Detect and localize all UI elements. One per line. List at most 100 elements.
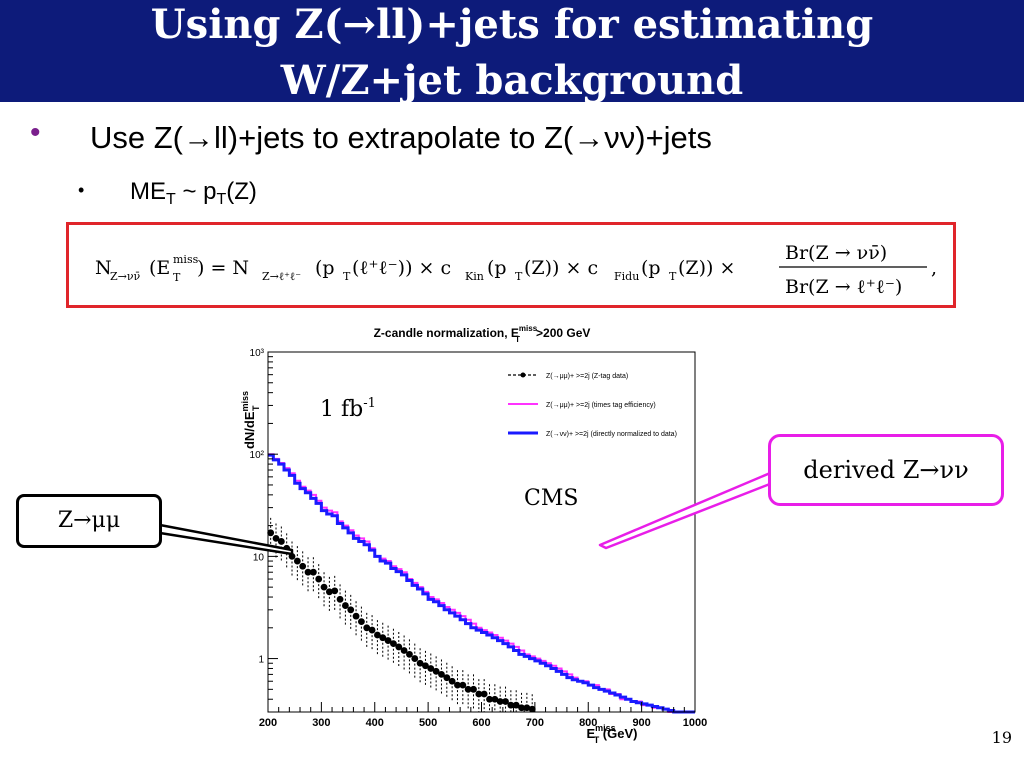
formula-lhs-arg-sub: T	[173, 271, 181, 284]
x-tick-label: 500	[419, 717, 437, 729]
plot-area-bg	[268, 352, 695, 712]
data-point	[416, 659, 424, 667]
bullet-sub-text: MET ~ pT(Z)	[130, 178, 257, 209]
y-axis-label: dN/dEmissT	[240, 391, 261, 449]
data-point	[448, 677, 456, 685]
y-tick-label: 10	[253, 552, 265, 563]
formula-part5-sub: T	[669, 270, 677, 283]
data-point	[304, 568, 312, 576]
callout-zmumu: Z→μμ	[16, 494, 162, 548]
data-point	[432, 667, 440, 675]
data-point	[491, 695, 499, 703]
data-point	[475, 690, 483, 698]
formula-box: N Z→νν̄ (E miss T ) = N Z→ℓ⁺ℓ⁻ (p T (ℓ⁺ℓ…	[66, 222, 956, 308]
x-tick-label: 200	[259, 717, 277, 729]
legend-marker-black	[520, 372, 526, 378]
bullet-dot-icon: •	[30, 116, 41, 149]
data-point	[374, 631, 381, 639]
data-point	[336, 595, 344, 603]
formula-part1-sub: T	[343, 270, 351, 283]
formula-lhs-n: N	[95, 257, 112, 279]
callout-derived-znunu: derived Z→νν	[768, 434, 1004, 506]
bullet-sub-met-sub: T	[166, 191, 176, 208]
annotation-cms: CMS	[524, 486, 578, 511]
y-tick-label: 1	[258, 655, 264, 666]
data-point	[325, 588, 333, 596]
bullet-main-text: Use Z(→ll)+jets to extrapolate to Z(→νν)…	[90, 120, 712, 155]
data-point	[406, 650, 413, 658]
x-tick-label: 800	[579, 717, 597, 729]
legend-label-magenta: Z(→μμ)+ >=2j (times tag efficiency)	[546, 402, 656, 409]
formula-part6: (Z)) ×	[678, 257, 735, 279]
data-point	[507, 701, 515, 709]
x-axis-label: Emiss T (GeV)	[587, 723, 638, 745]
formula-frac-den: Br(Z → ℓ⁺ℓ⁻)	[785, 276, 902, 298]
data-point	[443, 674, 451, 682]
data-point	[277, 538, 285, 545]
formula-frac-num: Br(Z → νν̄)	[785, 242, 887, 264]
annotation-lumi: 1 fb-1	[320, 396, 376, 422]
slide-title-line-1: Using Z(→ll)+jets for estimating	[150, 1, 874, 48]
data-point	[438, 670, 445, 678]
data-point	[502, 698, 509, 705]
title-bar: Using Z(→ll)+jets for estimating W/Z+jet…	[0, 0, 1024, 102]
page-number: 19	[991, 728, 1012, 747]
formula-part4: (Z)) × c	[524, 257, 598, 279]
data-point	[390, 640, 397, 648]
x-tick-label: 600	[472, 717, 490, 729]
data-point	[352, 612, 360, 620]
data-point	[363, 624, 371, 632]
data-point	[459, 681, 467, 689]
data-point	[315, 575, 323, 583]
formula-part5: (p	[641, 257, 661, 279]
data-point	[299, 562, 307, 570]
data-point	[454, 681, 461, 689]
formula-part2: (ℓ⁺ℓ⁻)) × c	[352, 257, 451, 279]
slide-title-line-2: W/Z+jet background	[280, 57, 744, 103]
data-point	[480, 690, 488, 698]
legend-label-black: Z(→μμ)+ >=2j (Z-tag data)	[546, 373, 628, 380]
formula-part3-sub: T	[515, 270, 523, 283]
data-point	[427, 665, 435, 672]
data-point	[496, 698, 504, 705]
formula-lhs-sub: Z→νν̄	[110, 270, 141, 283]
data-point	[470, 685, 477, 693]
data-point	[341, 602, 349, 609]
data-point	[309, 568, 317, 576]
data-point	[347, 606, 355, 614]
formula-lhs-arg: (E	[149, 257, 170, 279]
data-point	[400, 647, 408, 654]
y-tick-label: 10³	[250, 348, 265, 359]
plot-frame	[267, 351, 696, 713]
formula-rhs-sub: Z→ℓ⁺ℓ⁻	[262, 270, 301, 283]
data-point	[379, 634, 387, 642]
data-point	[528, 705, 536, 713]
data-point	[464, 685, 472, 693]
formula-part1: (p	[315, 257, 335, 279]
data-point	[267, 529, 275, 537]
bullet-sub-mid: ~ p	[175, 178, 217, 205]
x-tick-label: 700	[526, 717, 544, 729]
formula-cfidu-sub: Fidu	[614, 270, 639, 283]
data-point	[272, 534, 280, 542]
bullet-sub-dot-icon: •	[78, 180, 85, 200]
data-point	[486, 695, 493, 703]
x-tick-label: 1000	[683, 717, 707, 729]
formula-ckin-sub: Kin	[465, 270, 484, 283]
series-layer	[267, 453, 695, 714]
formula-eq: ) = N	[197, 257, 249, 279]
data-point	[358, 618, 365, 626]
data-point	[368, 626, 376, 634]
data-point	[422, 662, 429, 670]
formula-svg: N Z→νν̄ (E miss T ) = N Z→ℓ⁺ℓ⁻ (p T (ℓ⁺ℓ…	[95, 242, 937, 298]
data-point	[331, 587, 339, 595]
bullet-sub-end: (Z)	[226, 178, 257, 205]
formula-lhs: N	[95, 257, 112, 279]
chart-title: Z-candle normalization, Emiss T >200 GeV	[374, 324, 591, 344]
data-point	[293, 557, 301, 565]
data-point	[384, 637, 392, 644]
data-point	[320, 583, 328, 591]
series-directly-normalized-line	[268, 453, 695, 714]
